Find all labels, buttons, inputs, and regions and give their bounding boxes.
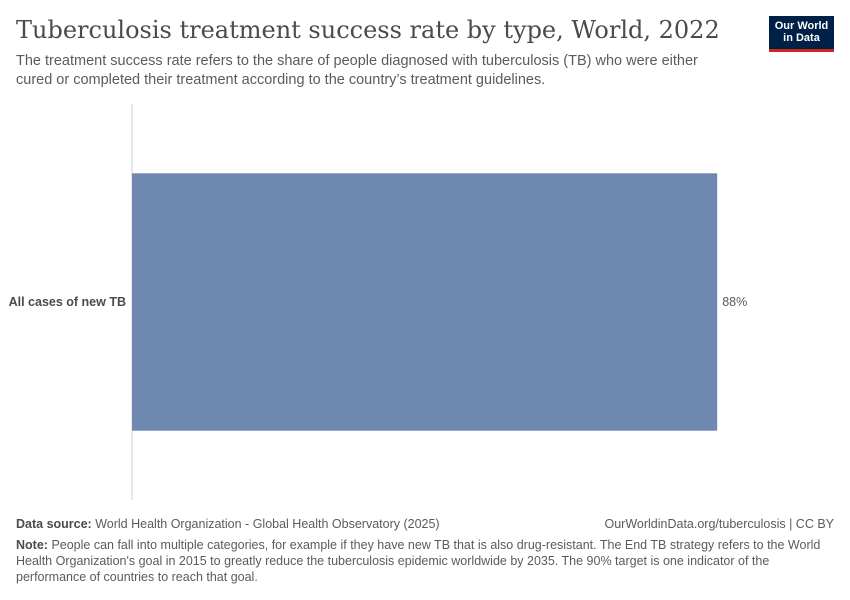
chart-subtitle: The treatment success rate refers to the…: [16, 53, 698, 88]
logo-line-1: Our World: [774, 20, 829, 32]
footer-source-row: Data source: World Health Organization -…: [16, 516, 834, 532]
category-label: All cases of new TB: [9, 295, 126, 309]
logo-line-2: in Data: [783, 32, 820, 44]
bar-chart: All cases of new TB 88%: [9, 104, 747, 500]
value-label: 88%: [722, 295, 747, 309]
chart-title: Tuberculosis treatment success rate by t…: [16, 16, 720, 44]
data-source-text[interactable]: World Health Organization - Global Healt…: [95, 517, 440, 531]
data-source: Data source: World Health Organization -…: [16, 516, 440, 532]
note-label: Note:: [16, 538, 48, 552]
owid-logo[interactable]: Our World in Data: [769, 16, 834, 52]
bar[interactable]: [132, 173, 718, 431]
note-text: People can fall into multiple categories…: [16, 538, 821, 584]
data-source-label: Data source:: [16, 517, 92, 531]
source-url[interactable]: OurWorldinData.org/tuberculosis | CC BY: [604, 517, 835, 531]
footer-note: Note: People can fall into multiple cate…: [16, 537, 834, 585]
